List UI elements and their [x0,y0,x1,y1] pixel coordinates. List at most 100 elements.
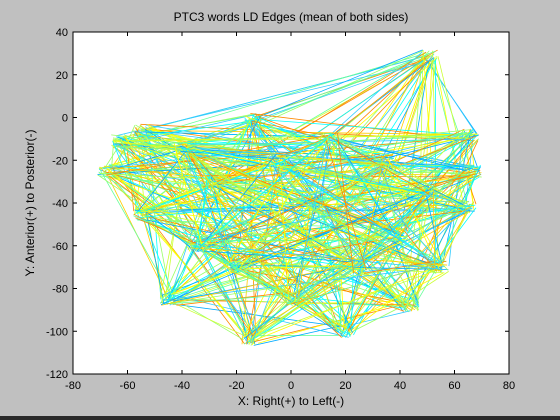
edge-line [230,270,298,297]
x-tick-label: 80 [503,380,515,392]
y-tick-label: -60 [52,241,68,253]
edge-line [248,267,443,340]
edge-line [239,236,397,266]
edge-line [310,134,479,203]
edge-line [145,55,426,130]
edge-line [201,196,421,242]
edge-line [249,125,363,261]
edge-line [112,49,423,177]
edge-line [203,250,352,263]
edge-line [352,191,434,269]
x-tick-label: 0 [288,380,294,392]
edge-line [141,212,250,341]
edge-line [167,195,428,296]
edge-line [322,157,383,206]
edge-line [173,143,204,252]
edge-line [217,138,325,182]
y-tick-label: -100 [46,326,68,338]
edge-line [200,138,328,247]
edge-line [251,120,334,138]
y-tick-label: -20 [52,155,68,167]
x-tick-label: -40 [174,380,190,392]
window-bottom-edge [0,416,560,420]
edge-line [208,179,442,269]
edge-line [201,49,438,188]
edge-line [333,60,428,134]
edge-line [133,118,261,216]
x-tick-label: 40 [394,380,406,392]
edge-line [250,160,387,340]
edge-line [362,155,384,272]
chart-title: PTC3 words LD Edges (mean of both sides) [174,10,409,24]
edge-line [420,135,478,192]
edge-line [243,264,353,270]
edge-line [189,142,325,147]
edge-line [281,163,437,264]
edge-line [254,118,470,136]
edge-line [135,217,243,264]
edge-line [251,197,317,346]
edge-line [119,132,333,147]
edge-line [167,265,238,302]
x-tick-label: -20 [229,380,245,392]
edge-line [186,143,436,274]
edge-line [392,237,419,303]
edge-line [348,265,438,333]
edge-line [331,142,442,264]
edge-line [138,152,185,211]
edge-line [141,163,387,211]
edge-line [363,260,437,274]
edge-line [168,294,291,305]
edge-line [337,273,368,326]
edge-line [168,249,196,296]
edge-line [414,268,437,305]
edge-line [112,134,478,142]
edge-line [270,160,366,268]
edge-line [243,140,339,339]
x-tick-label: 60 [448,380,460,392]
edge-line [395,185,432,242]
edge-line [253,325,342,346]
edge-line [123,52,426,144]
edge-line [187,150,354,267]
edge-line [358,239,401,263]
x-tick-label: -80 [65,380,81,392]
edge-line [360,260,410,313]
edge-line [194,243,442,270]
edge-line [423,55,435,193]
edge-line [321,134,330,207]
edge-line [98,167,176,303]
edge-line [328,132,391,167]
edge-line [324,143,435,188]
y-tick-label: 0 [62,113,68,125]
edge-line [279,160,290,299]
edge-line [190,245,296,300]
edge-line [338,138,468,172]
tick-layer: -80 -60 -40 -20 0 20 40 60 8040200-20-40-60-80-1… [46,27,515,392]
edge-line [106,157,277,175]
y-tick-label: -120 [46,369,68,381]
edge-line [180,152,252,337]
edge-line [159,151,191,298]
edge-line [404,230,437,272]
y-tick-label: 20 [56,70,68,82]
edge-line [400,60,430,230]
edge-line [436,167,478,271]
edge-line [103,142,122,170]
edge-line [113,119,259,141]
edge-line [239,137,329,269]
edge-line [232,157,391,270]
y-axis-label: Y: Anterior(+) to Posterior(-) [23,129,37,276]
y-tick-label: 40 [56,27,68,39]
edge-line [435,201,474,274]
edge-line [145,208,165,305]
edge-line [228,162,286,265]
edge-line [186,147,287,301]
y-tick-label: -40 [52,198,68,210]
x-tick-label: 20 [339,380,351,392]
edge-line [391,164,464,204]
edge-line [336,141,464,205]
edge-line [426,195,443,264]
x-tick-label: -60 [120,380,136,392]
edge-line [213,124,250,178]
